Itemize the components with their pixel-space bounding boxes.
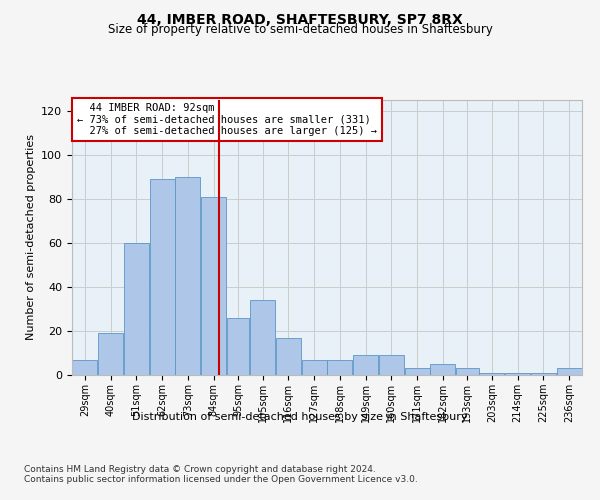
Bar bbox=[149, 179, 175, 375]
Bar bbox=[479, 373, 505, 375]
Bar bbox=[404, 368, 430, 375]
Text: 44, IMBER ROAD, SHAFTESBURY, SP7 8RX: 44, IMBER ROAD, SHAFTESBURY, SP7 8RX bbox=[137, 12, 463, 26]
Bar bbox=[98, 333, 123, 375]
Bar bbox=[73, 360, 97, 375]
Bar bbox=[175, 177, 200, 375]
Bar bbox=[379, 355, 404, 375]
Text: 44 IMBER ROAD: 92sqm
← 73% of semi-detached houses are smaller (331)
  27% of se: 44 IMBER ROAD: 92sqm ← 73% of semi-detac… bbox=[77, 103, 377, 136]
Text: Distribution of semi-detached houses by size in Shaftesbury: Distribution of semi-detached houses by … bbox=[132, 412, 468, 422]
Bar bbox=[201, 197, 226, 375]
Bar bbox=[505, 373, 530, 375]
Bar bbox=[227, 318, 250, 375]
Bar bbox=[430, 364, 455, 375]
Bar bbox=[124, 243, 149, 375]
Bar bbox=[531, 373, 556, 375]
Bar bbox=[276, 338, 301, 375]
Bar bbox=[557, 368, 581, 375]
Text: Contains HM Land Registry data © Crown copyright and database right 2024.: Contains HM Land Registry data © Crown c… bbox=[24, 465, 376, 474]
Bar bbox=[328, 360, 352, 375]
Text: Size of property relative to semi-detached houses in Shaftesbury: Size of property relative to semi-detach… bbox=[107, 22, 493, 36]
Bar bbox=[302, 360, 326, 375]
Bar bbox=[456, 368, 479, 375]
Bar bbox=[250, 300, 275, 375]
Text: Contains public sector information licensed under the Open Government Licence v3: Contains public sector information licen… bbox=[24, 475, 418, 484]
Y-axis label: Number of semi-detached properties: Number of semi-detached properties bbox=[26, 134, 35, 340]
Bar bbox=[353, 355, 378, 375]
